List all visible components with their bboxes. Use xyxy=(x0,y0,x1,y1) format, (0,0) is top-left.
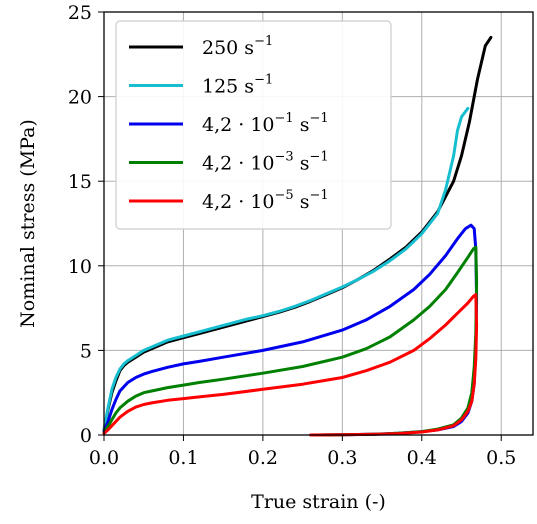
y-tick-label: 10 xyxy=(68,256,92,278)
series-line-4 xyxy=(102,293,479,437)
y-tick-label: 5 xyxy=(80,340,92,362)
x-axis-label: True strain (-) xyxy=(251,491,386,513)
x-tick-label: 0.1 xyxy=(168,447,198,469)
plot-frame xyxy=(103,11,534,436)
y-tick-label: 0 xyxy=(80,425,92,447)
y-tick-label: 20 xyxy=(68,87,92,109)
x-tick-label: 0.4 xyxy=(407,447,437,469)
legend: 250 s−1 125 s−1 4,2 · 10−1 s−1 4,2 · 10−3 s… xyxy=(115,20,392,230)
y-tick-label: 15 xyxy=(68,171,92,193)
legend-label-3: 4,2 · 10−3 s−1 xyxy=(202,150,329,175)
legend-label-1: 125 s−1 xyxy=(202,73,273,98)
legend-label-4: 4,2 · 10−5 s−1 xyxy=(202,188,329,213)
legend-box xyxy=(115,20,392,230)
x-tick-label: 0.5 xyxy=(486,447,516,469)
legend-label-2: 4,2 · 10−1 s−1 xyxy=(202,111,329,136)
axis-ticks: 0.0 0.1 0.2 0.3 0.4 0.5 0 5 10 15 20 25 xyxy=(68,2,517,469)
series-lines xyxy=(102,35,493,437)
series-line-3 xyxy=(102,245,479,437)
x-tick-label: 0.2 xyxy=(248,447,278,469)
y-tick-label: 25 xyxy=(68,2,92,24)
x-tick-label: 0.0 xyxy=(89,447,119,469)
series-line-1 xyxy=(102,106,470,432)
y-axis-label: Nominal stress (MPa) xyxy=(17,119,39,328)
legend-label-0: 250 s−1 xyxy=(202,34,273,59)
x-tick-label: 0.3 xyxy=(327,447,357,469)
series-line-2 xyxy=(102,223,479,437)
